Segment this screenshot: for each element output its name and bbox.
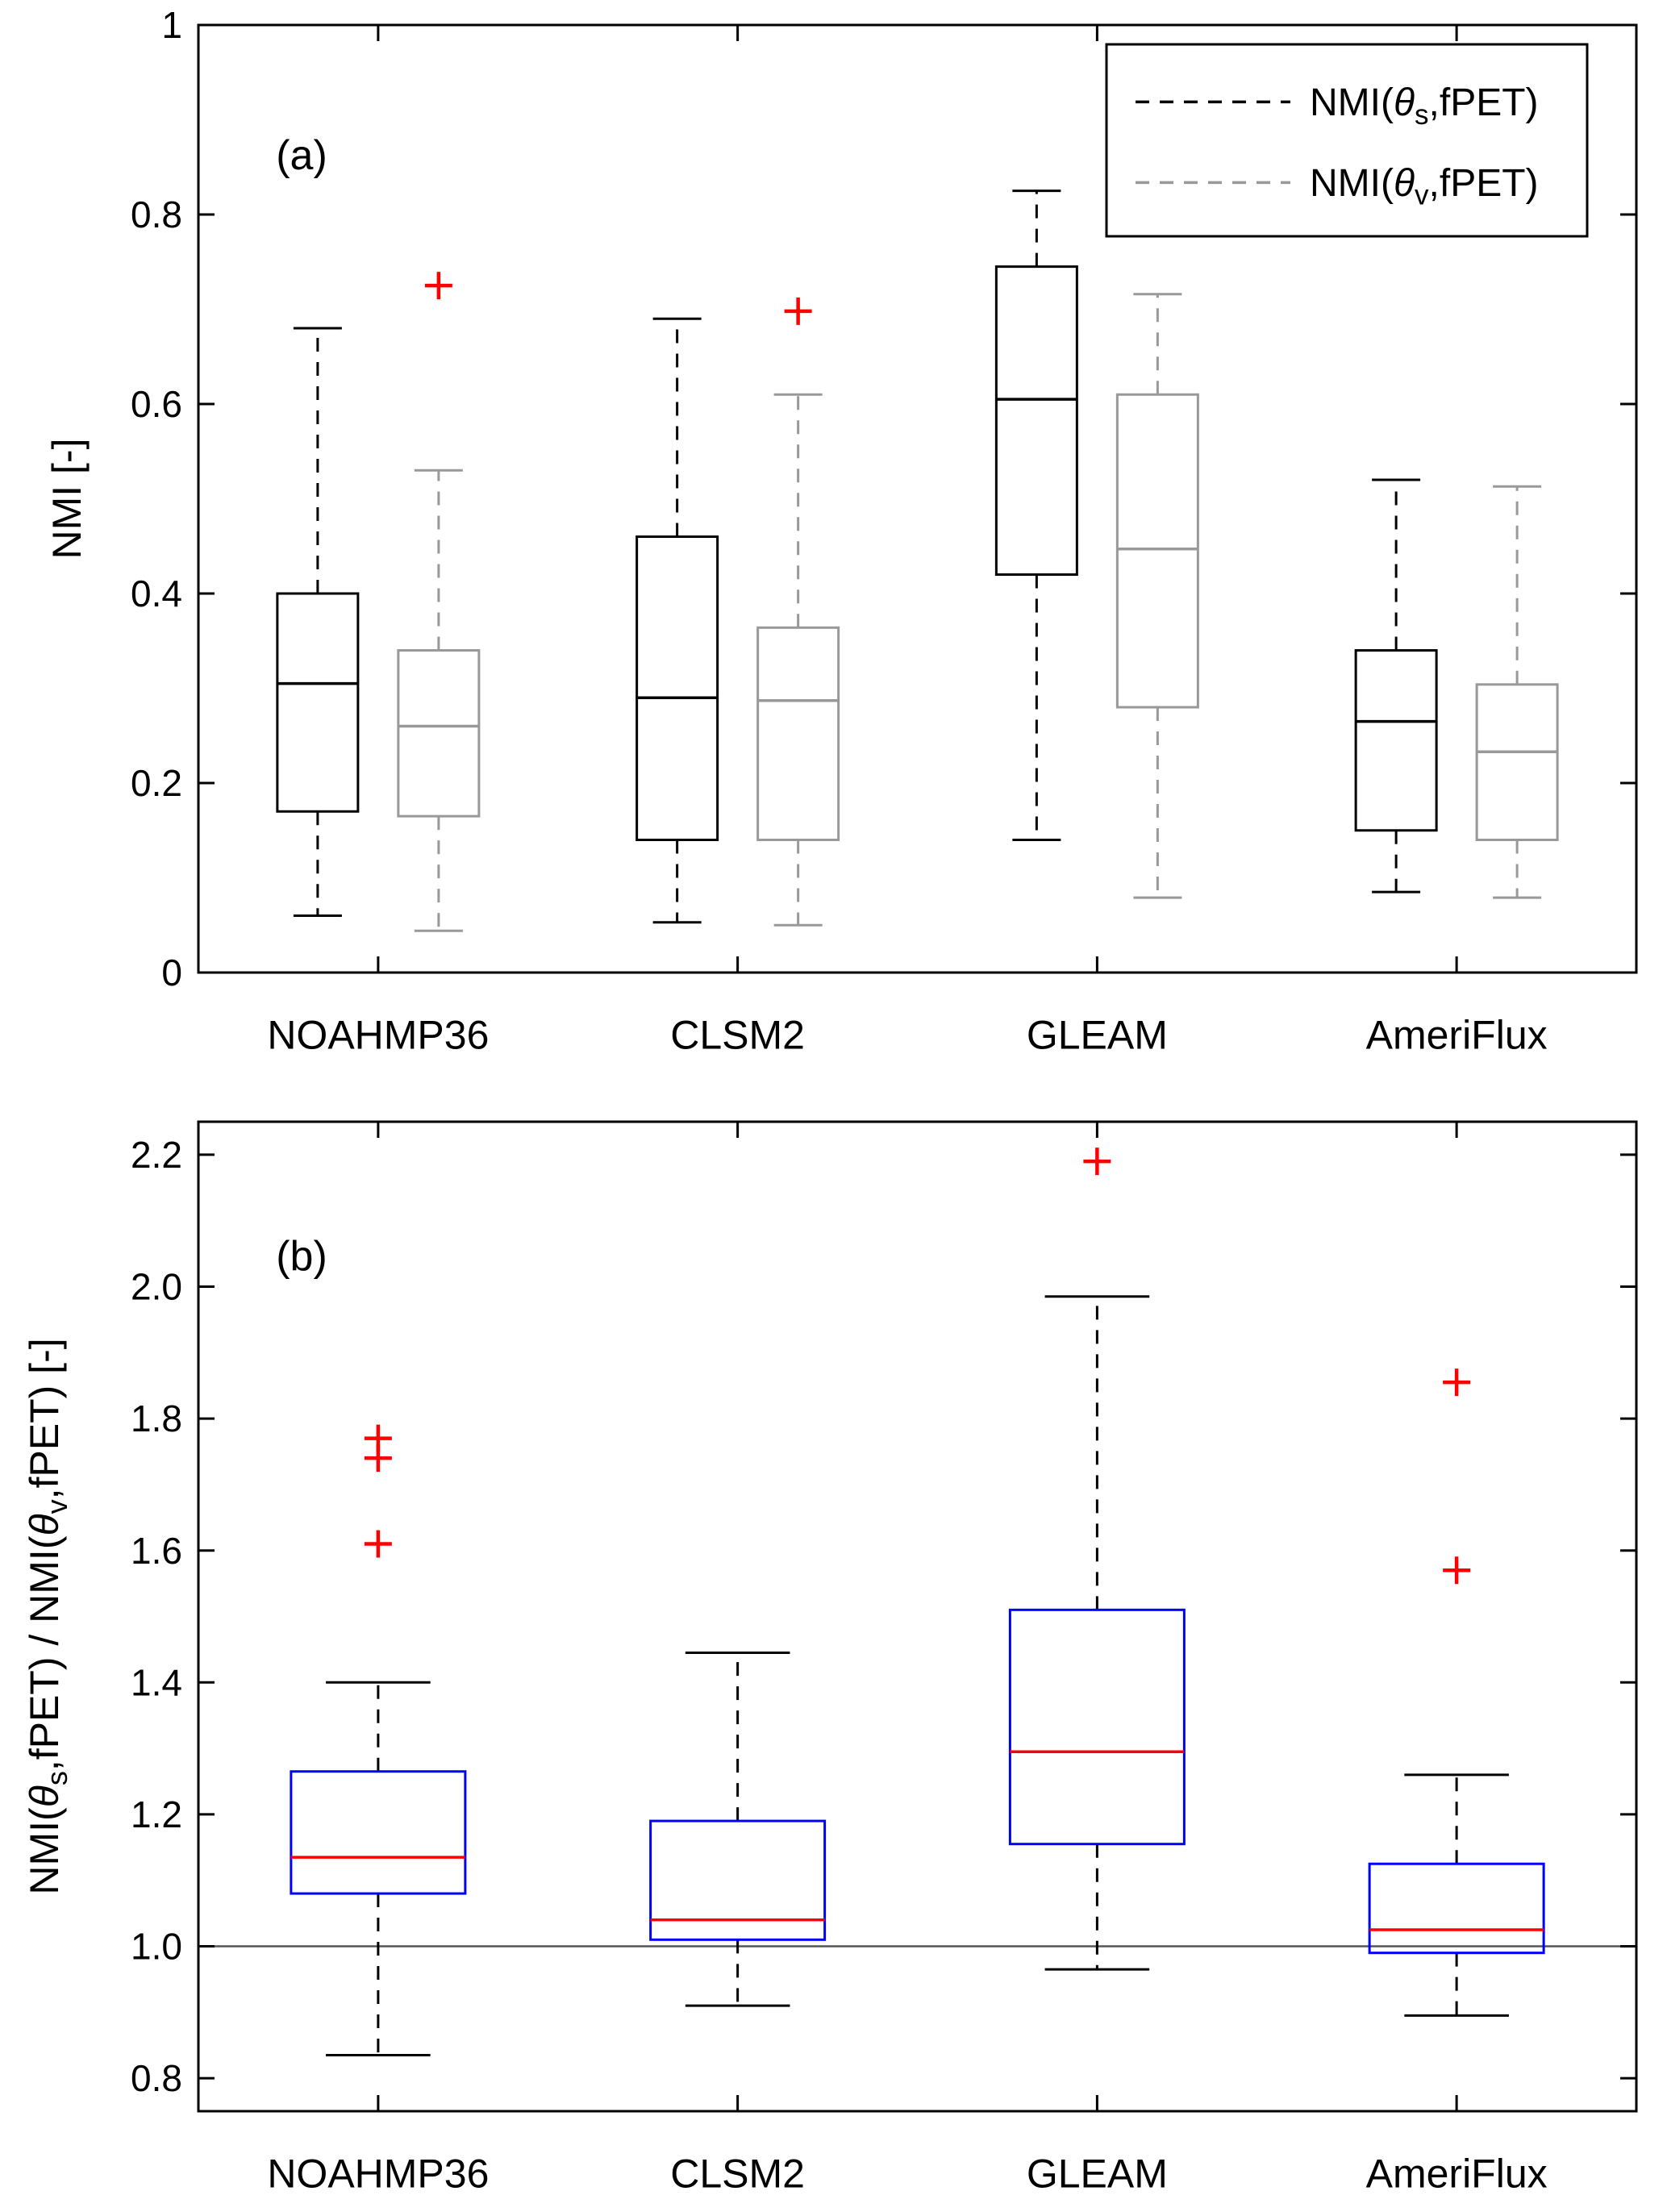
y-tick-label: 1.4 (131, 1661, 182, 1703)
panel-a: 0 0.2 0.4 0.6 0.8 1 NOAHMP36 CLSM2 GLEAM AmeriFlu… (44, 4, 1638, 1058)
legend-entry-label: NMI(θv,fPET) (1310, 162, 1539, 211)
legend-entry-label: NMI(θs,fPET) (1310, 81, 1539, 131)
y-tick-label: 1.8 (131, 1398, 182, 1439)
box (1354, 649, 1438, 832)
box (994, 265, 1078, 576)
x-category-label: NOAHMP36 (267, 1013, 489, 1058)
box (636, 535, 719, 841)
x-category-label: AmeriFlux (1366, 1013, 1548, 1058)
y-tick-label: 1 (161, 4, 182, 46)
box (276, 592, 360, 813)
outlier-marker (424, 272, 452, 300)
series-nmi-theta-s-fpet- (276, 190, 1438, 924)
panel-letter: (a) (276, 132, 327, 179)
x-category-label: AmeriFlux (1366, 2152, 1548, 2197)
y-tick-label: 0.2 (131, 762, 182, 804)
x-category-label: NOAHMP36 (267, 2152, 489, 2197)
box (1008, 1608, 1186, 1846)
box (290, 1770, 467, 1895)
panel-b: 0.8 1.0 1.2 1.4 1.6 1.8 2.0 2.2 NOAHMP36 CLSM2 GLE… (22, 1120, 1638, 2197)
y-axis-label: NMI(θs,fPET) / NMI(θv,fPET) [-] (22, 1338, 73, 1894)
axes-box (197, 1120, 1638, 2113)
series-nmi-theta-v-fpet- (397, 272, 1559, 932)
legend-box (1105, 43, 1589, 238)
y-axis-label: NMI [-] (44, 439, 90, 560)
legend: NMI(θs,fPET) NMI(θv,fPET) (1105, 43, 1589, 238)
x-category-label: CLSM2 (670, 2152, 805, 2197)
outlier-marker (1443, 1368, 1471, 1397)
outlier-marker (364, 1424, 392, 1452)
outlier-marker (1083, 1148, 1111, 1176)
y-tick-label: 0 (161, 952, 182, 994)
box (756, 626, 840, 841)
box (397, 649, 481, 818)
box (649, 1819, 827, 1941)
outlier-marker (364, 1530, 392, 1558)
y-tick-label: 0.6 (131, 383, 182, 425)
outlier-marker (1443, 1556, 1471, 1585)
y-tick-label: 1.6 (131, 1530, 182, 1572)
series-nmi-ratio (290, 1148, 1545, 2056)
panel-letter: (b) (276, 1233, 327, 1280)
y-tick-label: 2.0 (131, 1266, 182, 1308)
y-tick-label: 0.8 (131, 2057, 182, 2099)
box (1368, 1862, 1545, 1955)
y-tick-label: 0.8 (131, 194, 182, 235)
y-tick-label: 0.4 (131, 573, 182, 614)
y-tick-label: 1.2 (131, 1793, 182, 1835)
axes-box (197, 23, 1638, 974)
x-category-label: GLEAM (1027, 1013, 1168, 1058)
y-tick-label: 2.2 (131, 1134, 182, 1176)
box (1475, 683, 1559, 841)
x-category-label: GLEAM (1027, 2152, 1168, 2197)
box (1115, 393, 1199, 709)
x-category-label: CLSM2 (670, 1013, 805, 1058)
y-tick-label: 1.0 (131, 1926, 182, 1968)
outlier-marker (784, 297, 812, 325)
